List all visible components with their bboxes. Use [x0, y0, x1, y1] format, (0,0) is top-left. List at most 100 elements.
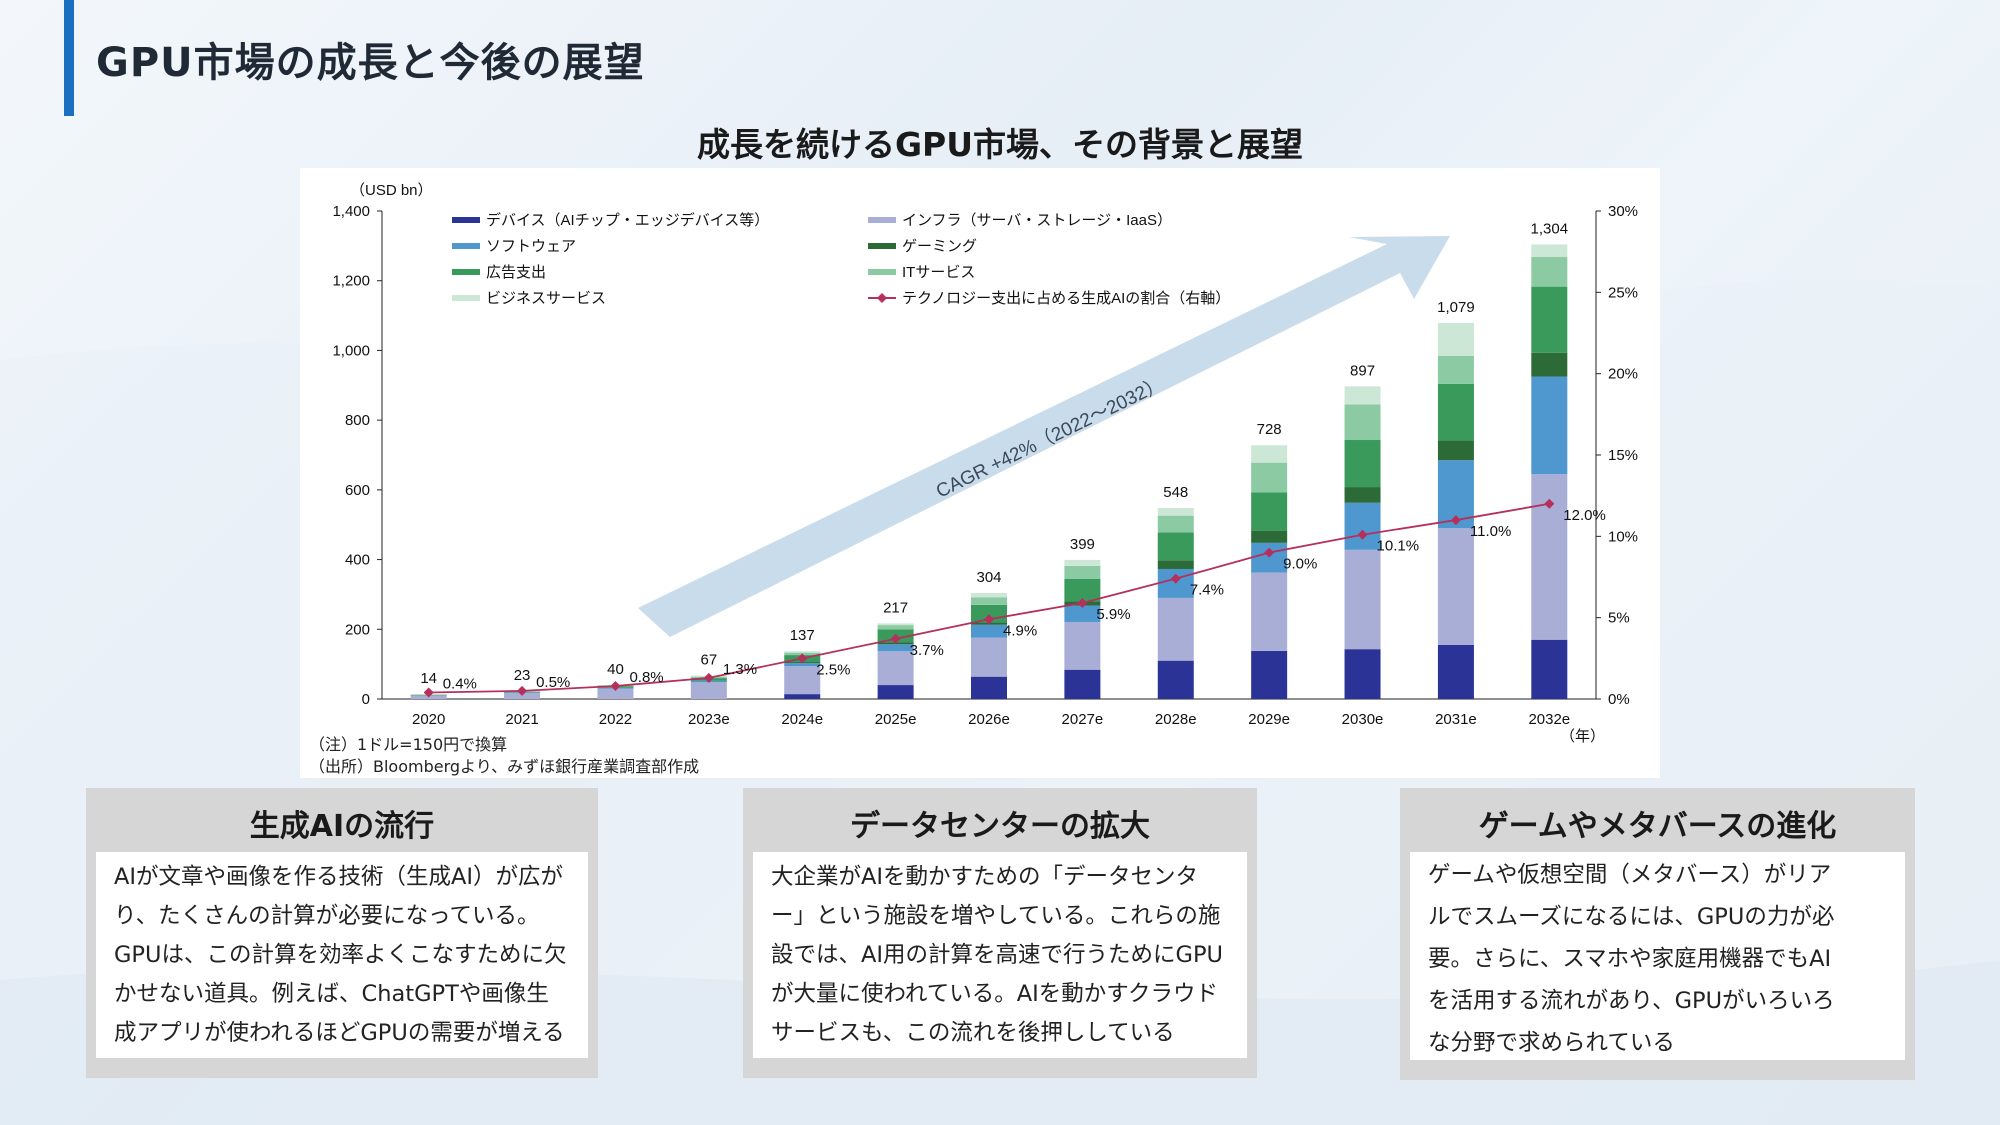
- card-line: ゲームや仮想空間（メタバース）がリア: [1428, 862, 1832, 888]
- bar-segment: [1064, 621, 1101, 670]
- ratio-data-label: 2.5%: [816, 661, 850, 678]
- legend-label: デバイス（AIチップ・エッジデバイス等）: [486, 211, 769, 229]
- bar-segment: [1251, 650, 1288, 699]
- bar-total-label: 897: [1350, 362, 1375, 379]
- bar-total-label: 67: [701, 652, 718, 669]
- bar-segment: [597, 688, 634, 699]
- bar-segment: [1344, 440, 1381, 488]
- bar-segment: [1157, 597, 1194, 661]
- ratio-marker: [890, 633, 901, 644]
- legend-marker: [877, 293, 887, 303]
- bar-segment: [971, 597, 1007, 605]
- legend-swatch: [452, 269, 480, 275]
- bar-segment: [971, 593, 1007, 598]
- bar-segment: [1251, 542, 1288, 573]
- card-line: り、たくさんの計算が必要になっている。: [114, 903, 540, 929]
- legend-swatch: [868, 243, 896, 249]
- page-title: GPU市場の成長と今後の展望: [96, 40, 645, 86]
- ratio-marker: [703, 672, 714, 683]
- y-tick-label-left: 1,200: [332, 273, 370, 290]
- y-tick-label-right: 0%: [1608, 691, 1630, 708]
- bar-segment: [1437, 356, 1474, 384]
- card-line: な分野で求められている: [1428, 1030, 1675, 1056]
- bar-segment: [1531, 352, 1568, 377]
- x-tick-label: 2032e: [1528, 711, 1570, 728]
- card-line: サービスも、この流れを後押ししている: [771, 1020, 1175, 1046]
- ratio-data-label: 9.0%: [1283, 556, 1317, 573]
- x-tick-label: 2031e: [1435, 711, 1477, 728]
- bar-segment: [1437, 644, 1474, 699]
- ratio-marker: [1077, 598, 1088, 609]
- legend-label: 広告支出: [486, 264, 546, 281]
- bar-segment: [1251, 572, 1288, 651]
- bar-segment: [1344, 386, 1381, 405]
- bar-segment: [1344, 404, 1381, 441]
- card-body: ゲームや仮想空間（メタバース）がリア ルでスムーズになるには、GPUの力が必 要…: [1410, 852, 1905, 1060]
- ratio-marker: [1450, 515, 1461, 526]
- x-tick-label: 2023e: [688, 711, 730, 728]
- y-tick-label-left: 600: [345, 482, 370, 499]
- y-tick-label-right: 25%: [1608, 284, 1638, 301]
- ratio-marker: [1357, 529, 1368, 540]
- chart-panel: CAGR +42%（2022～2032） 0 200 400 600 800 1,000 1,…: [300, 168, 1660, 778]
- note-source: （出所）Bloombergより、みずほ銀行産業調査部作成: [309, 757, 700, 776]
- y-tick-label-right: 15%: [1608, 447, 1638, 464]
- y-axis-unit: （USD bn）: [350, 182, 433, 199]
- y-tick-label-left: 200: [345, 621, 370, 638]
- ratio-marker: [1264, 547, 1275, 558]
- bar-segment: [1344, 549, 1381, 650]
- bar-segment: [1157, 532, 1194, 561]
- legend-label: ゲーミング: [902, 238, 977, 255]
- bar-segment: [784, 651, 821, 653]
- ratio-data-label: 1.3%: [723, 661, 757, 678]
- x-tick-label: 2021: [505, 711, 538, 728]
- note-exchange-rate: （注）1ドル=150円で換算: [309, 735, 508, 754]
- bar-segment: [1344, 649, 1381, 699]
- bar-segment: [1437, 440, 1474, 461]
- bar-total-label: 548: [1163, 484, 1188, 501]
- card-line: 成アプリが使われるほどGPUの需要が増える: [114, 1020, 565, 1046]
- legend-label: ソフトウェア: [486, 238, 576, 255]
- card-line: かせない道具。例えば、ChatGPTや画像生: [114, 981, 549, 1007]
- bar-total-label: 217: [883, 599, 908, 616]
- x-axis-unit: （年）: [1560, 728, 1605, 745]
- card-line: を活用する流れがあり、GPUがいろいろ: [1428, 988, 1835, 1014]
- bar-segment: [1531, 257, 1568, 287]
- card-body: 大企業がAIを動かすための「データセンタ ー」という施設を増やしている。これらの…: [753, 852, 1247, 1058]
- y-tick-label-left: 1,400: [332, 203, 370, 220]
- x-tick-label: 2020: [412, 711, 445, 728]
- x-tick-label: 2024e: [781, 711, 823, 728]
- bar-segment: [1064, 605, 1101, 622]
- y-tick-label-right: 10%: [1608, 528, 1638, 545]
- legend-label: ビジネスサービス: [486, 290, 606, 307]
- bar-segment: [971, 676, 1007, 699]
- bar-segment: [877, 651, 914, 686]
- bar-segment: [971, 624, 1007, 638]
- card-title: データセンターの拡大: [850, 809, 1150, 844]
- bar-segment: [1251, 530, 1288, 543]
- card-line: 要。さらに、スマホや家庭用機器でもAI: [1428, 946, 1832, 972]
- bar-total-label: 1,304: [1531, 220, 1569, 237]
- y-tick-label-left: 400: [345, 552, 370, 569]
- bar-segment: [971, 637, 1007, 677]
- bar-segment: [1344, 487, 1381, 503]
- bar-segment: [877, 685, 914, 699]
- card-body: AIが文章や画像を作る技術（生成AI）が広が り、たくさんの計算が必要になってい…: [96, 852, 588, 1058]
- bar-total-label: 23: [514, 667, 531, 684]
- ratio-data-label: 11.0%: [1470, 523, 1511, 540]
- y-tick-label-left: 800: [345, 412, 370, 429]
- bar-segment: [1251, 445, 1288, 463]
- y-tick-label-right: 5%: [1608, 610, 1630, 627]
- x-tick-label: 2028e: [1155, 711, 1197, 728]
- bar-segment: [1531, 244, 1568, 258]
- card-line: が大量に使われている。AIを動かすクラウド: [771, 981, 1219, 1007]
- bar-segment: [784, 663, 821, 667]
- cagr-arrow: [638, 236, 1450, 637]
- card-data-center: データセンターの拡大 大企業がAIを動かすための「データセンタ ー」という施設を…: [743, 788, 1257, 1078]
- bar-total-label: 1,079: [1437, 299, 1475, 316]
- legend-swatch: [868, 217, 896, 223]
- bar-segment: [1064, 669, 1101, 699]
- gpu-market-chart: CAGR +42%（2022～2032） 0 200 400 600 800 1,000 1,…: [332, 182, 1638, 745]
- y-tick-label-right: 20%: [1608, 366, 1638, 383]
- legend-label: テクノロジー支出に占める生成AIの割合（右軸）: [902, 290, 1230, 307]
